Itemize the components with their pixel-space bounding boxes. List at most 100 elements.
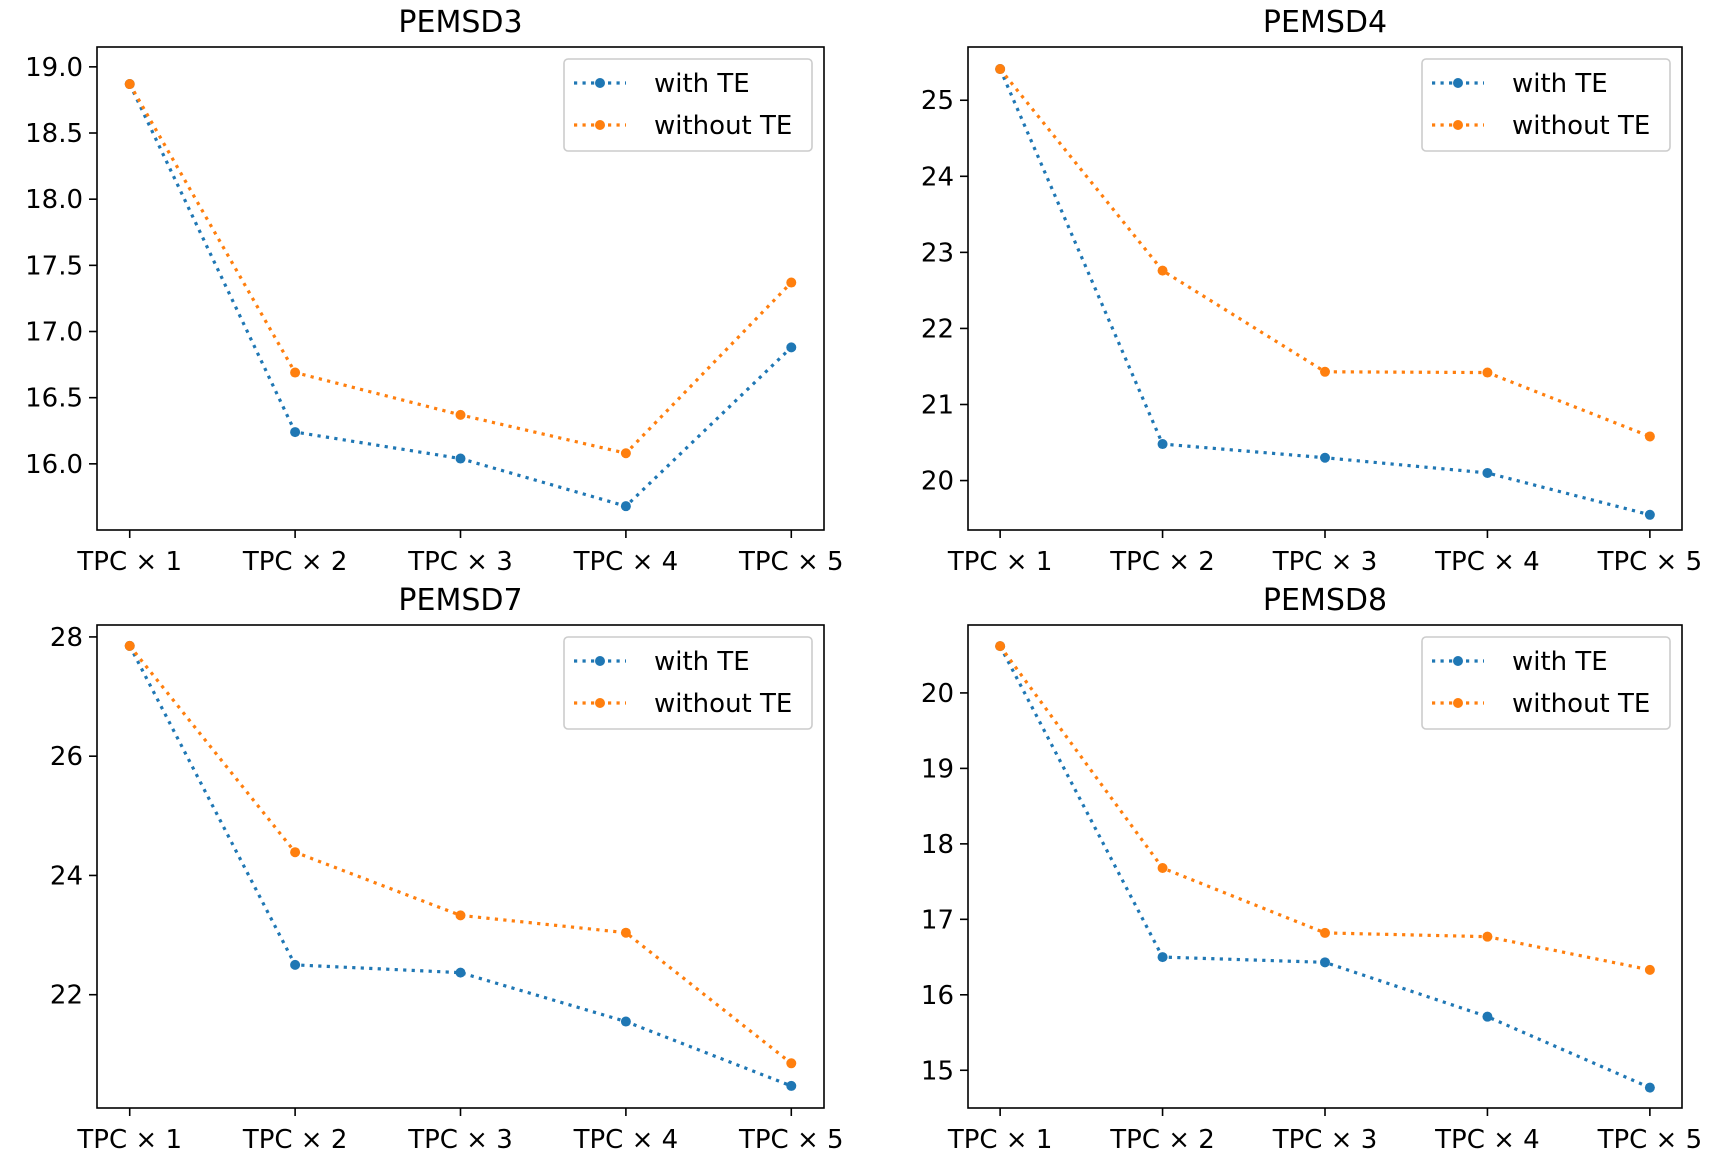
y-tick-label: 15: [921, 1056, 954, 1086]
data-point: [290, 847, 301, 858]
data-point: [290, 959, 301, 970]
data-point: [995, 64, 1006, 75]
x-tick-label: TPC × 1: [947, 547, 1053, 577]
y-tick-label: 18.5: [25, 119, 83, 149]
legend-swatch-marker: [595, 656, 605, 666]
legend-label: with TE: [1512, 647, 1608, 677]
data-point: [455, 453, 466, 464]
x-tick-label: TPC × 1: [76, 1125, 182, 1155]
legend-swatch-marker: [1453, 698, 1463, 708]
x-tick-label: TPC × 5: [1597, 547, 1703, 577]
legend: with TE without TE: [563, 58, 813, 152]
legend-swatch-marker: [595, 698, 605, 708]
axes-frame: [96, 46, 825, 531]
x-tick-label: TPC × 1: [947, 1125, 1053, 1155]
data-point: [620, 501, 631, 512]
x-tick-label: TPC × 3: [1272, 547, 1378, 577]
y-tick-label: 20: [921, 679, 954, 709]
data-point: [1482, 467, 1493, 478]
data-point: [786, 1080, 797, 1091]
legend-swatch-marker: [595, 78, 605, 88]
subplot-pemsd8: PEMSD8 TPC × 1 TPC × 2 TPC × 3 TPC × 4 TPC × …: [921, 583, 1702, 1155]
subplot-pemsd3: PEMSD3 TPC × 1 TPC × 2 TPC × 3 TPC × 4 TPC × …: [25, 5, 843, 577]
y-tick-label: 23: [921, 238, 954, 268]
legend-label: with TE: [654, 69, 750, 99]
axes-frame: [96, 624, 825, 1109]
data-point: [124, 79, 135, 90]
data-point: [124, 640, 135, 651]
x-tick-label: TPC × 3: [407, 1125, 513, 1155]
y-tick-label: 25: [921, 86, 954, 116]
x-tick-label: TPC × 2: [242, 1125, 348, 1155]
axes-frame: [967, 46, 1683, 531]
legend: with TE without TE: [1421, 636, 1671, 730]
x-tick-label: TPC × 4: [573, 1125, 679, 1155]
data-point: [455, 910, 466, 921]
data-point: [1320, 452, 1330, 463]
legend-label: without TE: [654, 111, 792, 141]
data-point: [290, 367, 301, 378]
data-point: [455, 967, 466, 978]
data-point: [1320, 366, 1330, 377]
legend-swatch-marker: [1453, 656, 1463, 666]
legend-swatch-marker: [595, 120, 605, 130]
y-tick-label: 17: [921, 905, 954, 935]
data-point: [995, 641, 1006, 652]
legend: with TE without TE: [1421, 58, 1671, 152]
data-point: [620, 448, 631, 459]
legend-label: without TE: [1512, 689, 1650, 719]
chart-title: PEMSD4: [1263, 5, 1387, 40]
x-tick-label: TPC × 2: [242, 547, 348, 577]
y-tick-label: 17.0: [25, 318, 83, 348]
y-tick-label: 26: [50, 742, 83, 772]
data-point: [1157, 265, 1168, 276]
data-point: [1644, 509, 1655, 520]
data-point: [1320, 927, 1330, 938]
data-point: [1482, 367, 1493, 378]
chart-title: PEMSD8: [1263, 583, 1387, 618]
x-tick-label: TPC × 4: [1434, 1125, 1540, 1155]
y-tick-label: 22: [921, 314, 954, 344]
data-point: [455, 409, 466, 420]
data-point: [1157, 863, 1168, 874]
data-point: [1157, 952, 1168, 963]
legend-label: with TE: [1512, 69, 1608, 99]
data-point: [1482, 931, 1493, 942]
data-point: [786, 1058, 797, 1069]
x-tick-label: TPC × 2: [1109, 547, 1215, 577]
data-point: [1482, 1011, 1493, 1022]
subplot-pemsd7: PEMSD7 TPC × 1 TPC × 2 TPC × 3 TPC × 4 TPC × …: [50, 583, 844, 1155]
data-point: [1644, 964, 1655, 975]
y-tick-label: 24: [50, 861, 83, 891]
x-tick-label: TPC × 5: [738, 1125, 844, 1155]
subplot-pemsd4: PEMSD4 TPC × 1 TPC × 2 TPC × 3 TPC × 4 TPC × …: [921, 5, 1702, 577]
x-tick-label: TPC × 3: [1272, 1125, 1378, 1155]
legend-label: with TE: [654, 647, 750, 677]
x-tick-label: TPC × 4: [1434, 547, 1540, 577]
y-tick-label: 20: [921, 467, 954, 497]
data-point: [786, 277, 797, 288]
y-tick-label: 28: [50, 623, 83, 653]
y-tick-label: 24: [921, 162, 954, 192]
data-point: [1320, 957, 1330, 968]
data-point: [1644, 431, 1655, 442]
x-tick-label: TPC × 3: [407, 547, 513, 577]
data-point: [1644, 1082, 1655, 1093]
data-point: [620, 927, 631, 938]
chart-title: PEMSD7: [398, 583, 522, 618]
x-tick-label: TPC × 5: [738, 547, 844, 577]
y-tick-label: 17.5: [25, 251, 83, 281]
legend: with TE without TE: [563, 636, 813, 730]
legend-label: without TE: [654, 689, 792, 719]
y-tick-label: 16: [921, 981, 954, 1011]
data-point: [1157, 439, 1168, 450]
legend-swatch-marker: [1453, 78, 1463, 88]
data-point: [620, 1016, 631, 1027]
legend-label: without TE: [1512, 111, 1650, 141]
series-line-without-te: [998, 68, 1651, 438]
y-tick-label: 16.5: [25, 384, 83, 414]
x-tick-label: TPC × 1: [76, 547, 182, 577]
series-line-with-te: [128, 645, 792, 1088]
y-tick-label: 21: [921, 390, 954, 420]
